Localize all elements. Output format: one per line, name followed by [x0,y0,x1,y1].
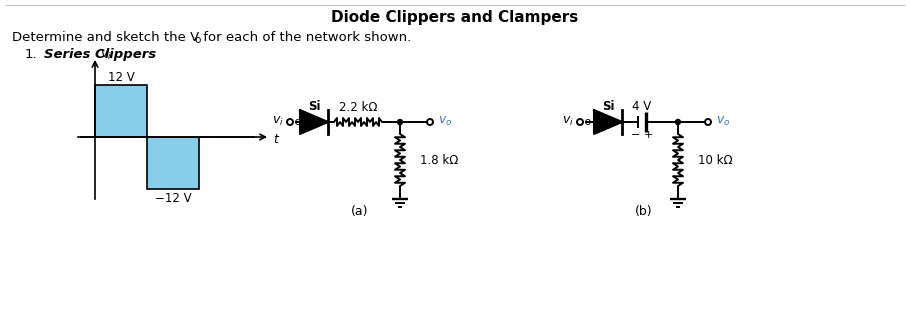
Text: 10 kΩ: 10 kΩ [698,154,733,166]
Text: $v_o$: $v_o$ [438,114,452,128]
Text: Si: Si [308,99,320,112]
Text: Determine and sketch the V: Determine and sketch the V [12,31,199,43]
Text: Series Clippers: Series Clippers [44,48,157,61]
Text: $t$: $t$ [273,132,280,146]
Polygon shape [300,110,328,134]
Text: −: − [632,130,641,140]
Text: −12 V: −12 V [155,193,191,205]
Polygon shape [594,110,622,134]
Text: 4 V: 4 V [632,99,652,112]
Circle shape [675,119,681,125]
Text: o: o [581,117,592,127]
Text: (b): (b) [635,205,652,219]
Text: for each of the network shown.: for each of the network shown. [199,31,411,43]
Text: o: o [194,35,200,45]
Text: $v_i$: $v_i$ [100,48,112,62]
Text: 2.2 kΩ: 2.2 kΩ [339,100,378,113]
Circle shape [398,119,402,125]
Bar [147,137,199,189]
Text: 1.8 kΩ: 1.8 kΩ [420,154,459,166]
Text: (a): (a) [351,205,369,219]
Text: +: + [643,130,652,140]
Text: $v_i$: $v_i$ [562,114,574,128]
Text: Si: Si [602,99,614,112]
Text: Diode Clippers and Clampers: Diode Clippers and Clampers [331,10,579,24]
Text: $v_o$: $v_o$ [716,114,731,128]
Text: c: c [291,117,300,127]
Text: 12 V: 12 V [107,71,135,83]
Text: $v_i$: $v_i$ [272,114,284,128]
Bar [95,85,147,137]
Text: 1.: 1. [25,48,37,61]
